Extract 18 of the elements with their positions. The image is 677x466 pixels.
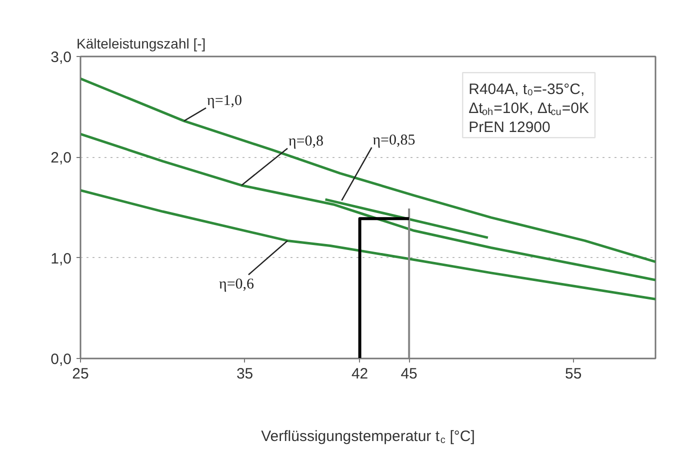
annotation: R404A, t₀=-35°C, xyxy=(468,81,585,98)
x-tick-label: 45 xyxy=(400,366,418,382)
y-axis-title: Kälteleistungszahl [-] xyxy=(76,36,206,52)
y-tick-label: 0,0 xyxy=(50,351,72,368)
line-series xyxy=(80,189,656,300)
annotation: η=0,85 xyxy=(372,132,416,148)
y-tick-label: 1,0 xyxy=(50,250,72,268)
annotation: η=1,0 xyxy=(207,92,242,109)
y-tick-label: 3,0 xyxy=(50,49,72,66)
annotation: η=0,8 xyxy=(288,133,324,150)
x-tick-label: 42 xyxy=(351,366,368,382)
x-tick-label: 25 xyxy=(72,366,89,382)
annotation: PrEN 12900 xyxy=(468,119,550,136)
y-tick-label: 2,0 xyxy=(50,150,72,167)
x-tick-label: 35 xyxy=(236,366,254,382)
annotation: η=0,6 xyxy=(218,276,255,293)
x-tick-label: 55 xyxy=(565,366,582,382)
line-series xyxy=(80,77,656,264)
